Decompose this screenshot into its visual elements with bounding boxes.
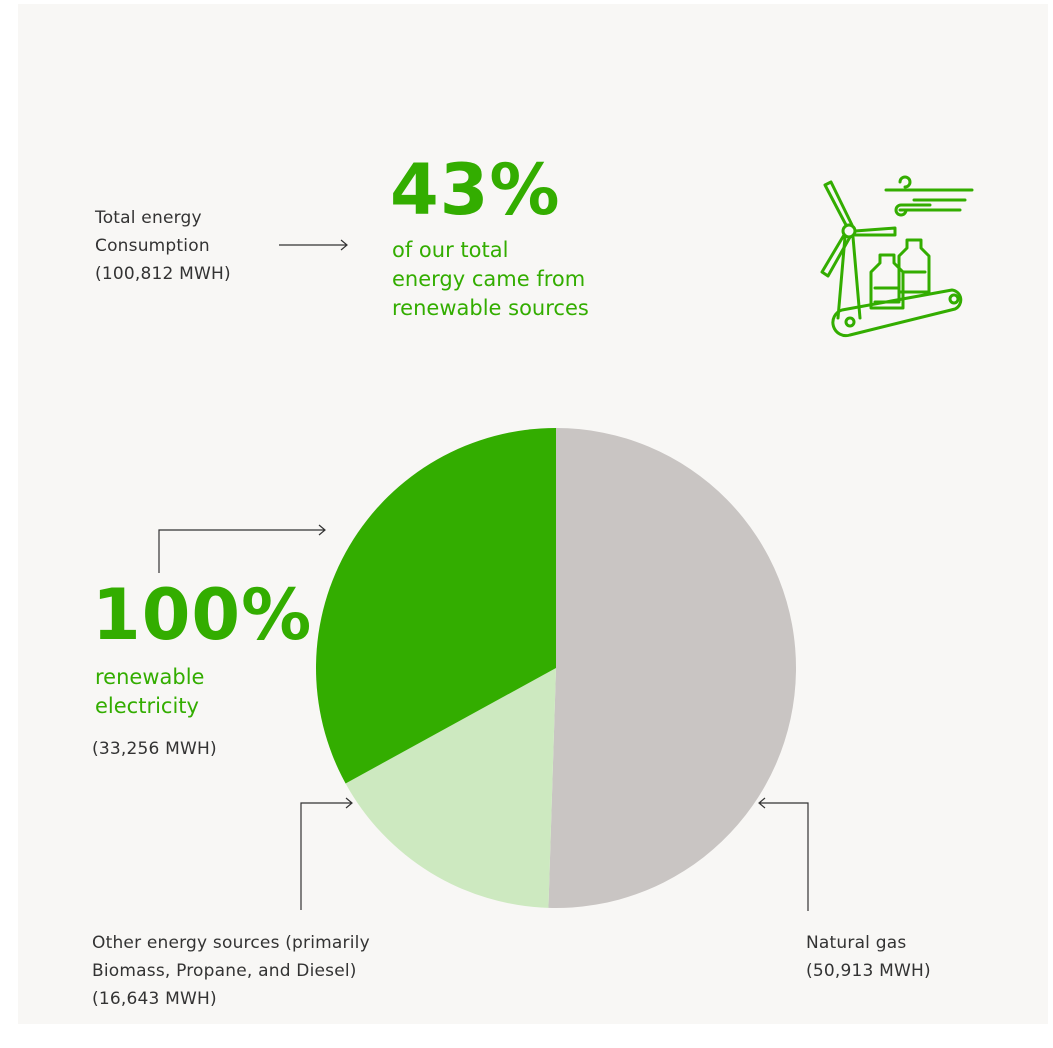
headline-caption-line-3: renewable sources xyxy=(392,296,589,320)
pie-slice-natural-gas xyxy=(548,428,797,909)
total-label-line-2: Consumption xyxy=(95,236,210,256)
renewable-electricity-amount: (33,256 MWH) xyxy=(92,739,217,759)
other-energy-line-1: Other energy sources (primarily xyxy=(92,933,370,953)
elbow-arrow-natural-gas-icon xyxy=(758,797,809,911)
total-label-line-3: (100,812 MWH) xyxy=(95,264,231,284)
renewable-electricity-line-2: electricity xyxy=(95,694,199,718)
other-energy-amount: (16,643 MWH) xyxy=(92,989,217,1009)
other-energy-line-2: Biomass, Propane, and Diesel) xyxy=(92,961,357,981)
natural-gas-amount: (50,913 MWH) xyxy=(806,961,931,981)
natural-gas-label: Natural gas (50,913 MWH) xyxy=(806,929,931,985)
headline-caption-line-2: energy came from xyxy=(392,267,586,291)
headline-caption: of our total energy came from renewable … xyxy=(392,236,589,323)
arrow-right-icon xyxy=(279,239,348,251)
renewable-electricity-line-1: renewable xyxy=(95,665,205,689)
natural-gas-line-1: Natural gas xyxy=(806,933,907,953)
renewable-electricity-caption: renewable electricity xyxy=(95,663,204,721)
pie-slice-other-energy xyxy=(345,668,556,908)
total-label-line-1: Total energy xyxy=(95,208,202,228)
renewable-electricity-percent: 100% xyxy=(92,574,313,656)
elbow-arrow-renewable-icon xyxy=(158,524,326,573)
pie-slice-renewable-electricity xyxy=(316,428,556,784)
total-consumption-label: Total energy Consumption (100,812 MWH) xyxy=(95,204,231,288)
headline-caption-line-1: of our total xyxy=(392,238,509,262)
other-energy-label: Other energy sources (primarily Biomass,… xyxy=(92,929,370,1013)
headline-percent: 43% xyxy=(390,149,561,231)
elbow-arrow-other-icon xyxy=(300,797,353,910)
